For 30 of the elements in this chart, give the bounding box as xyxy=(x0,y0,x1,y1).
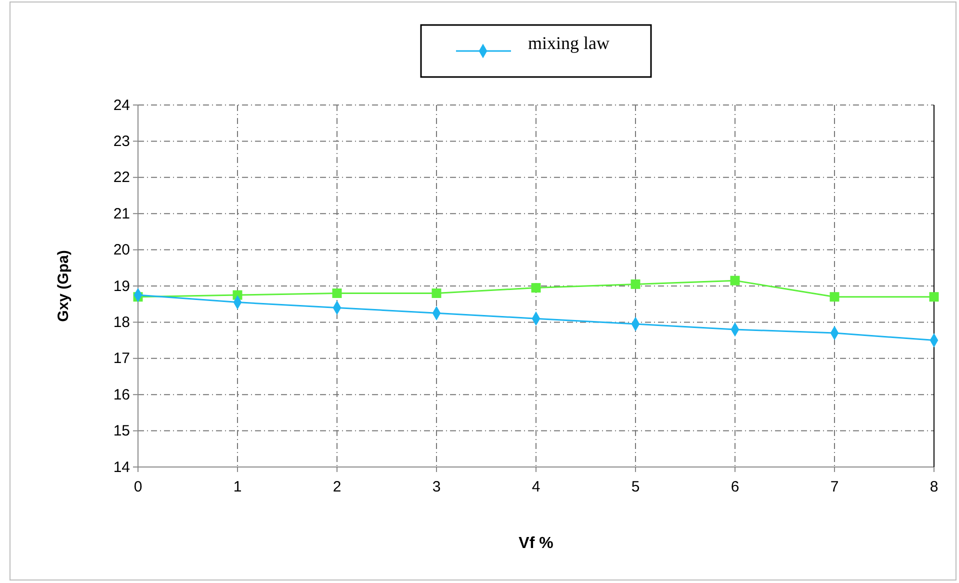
point xyxy=(929,292,939,302)
y-tick-label: 14 xyxy=(113,458,130,476)
y-tick-label: 23 xyxy=(113,133,130,150)
point xyxy=(630,279,640,289)
y-tick-label: 17 xyxy=(113,350,130,368)
y-tick-label: 16 xyxy=(113,386,130,404)
y-tick-label: 19 xyxy=(113,278,130,295)
y-axis-title: Gxy (Gpa) xyxy=(55,250,72,322)
x-tick-label: 6 xyxy=(730,478,740,496)
x-tick-label: 5 xyxy=(631,478,640,496)
point xyxy=(531,283,541,293)
point xyxy=(432,288,442,298)
point xyxy=(830,292,840,302)
y-tick-label: 24 xyxy=(113,96,130,114)
y-tick-label: 22 xyxy=(113,169,130,186)
x-tick-label: 0 xyxy=(134,478,142,496)
x-tick-label: 8 xyxy=(930,478,938,496)
x-tick-label: 3 xyxy=(432,478,441,496)
point xyxy=(332,288,342,298)
y-tick-label: 15 xyxy=(113,422,130,440)
x-tick-label: 7 xyxy=(830,478,839,496)
x-tick-label: 2 xyxy=(332,478,342,496)
y-tick-label: 21 xyxy=(113,205,130,222)
legend-label: mixing law xyxy=(528,33,610,53)
point xyxy=(730,276,740,286)
x-axis-title: Vf % xyxy=(518,535,554,552)
y-tick-label: 18 xyxy=(113,314,130,331)
x-tick-label: 1 xyxy=(233,478,242,496)
x-tick-label: 4 xyxy=(532,478,540,496)
y-tick-label: 20 xyxy=(113,242,130,259)
